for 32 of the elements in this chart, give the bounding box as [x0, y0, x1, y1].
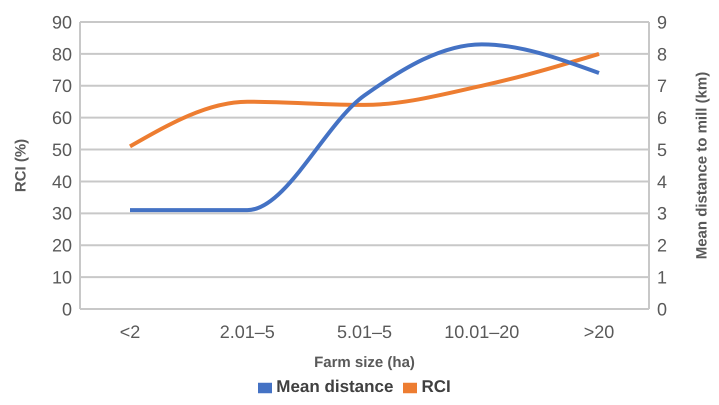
line-series — [128, 42, 601, 212]
x-tick-label: 10.01–20 — [444, 322, 520, 342]
y-tick-label: 50 — [52, 140, 72, 160]
y-tick-label: 0 — [62, 299, 72, 320]
x-tick-label: >20 — [584, 322, 614, 342]
y2-axis-title: Mean distance to mill (km) — [693, 72, 710, 260]
y-tick-label: 30 — [52, 204, 72, 224]
y-tick-label: 90 — [52, 12, 72, 32]
y2-tick-label: 2 — [657, 236, 668, 256]
legend-label: RCI — [421, 377, 451, 396]
x-tick-label: <2 — [120, 322, 140, 342]
legend-label: Mean distance — [276, 377, 394, 396]
y2-tick-label: 4 — [657, 172, 668, 192]
y-tick-label: 70 — [52, 76, 72, 96]
x-axis-title: Farm size (ha) — [314, 354, 415, 371]
y-tick-label: 10 — [52, 268, 72, 288]
y2-tick-label: 0 — [657, 299, 668, 320]
y2-tick-label: 8 — [657, 44, 668, 64]
y-tick-label: 20 — [52, 236, 72, 256]
y-axis-title: RCI (%) — [12, 138, 30, 192]
line-series — [128, 52, 601, 148]
y-tick-label: 80 — [52, 44, 72, 64]
x-tick-label: 2.01–5 — [220, 322, 275, 342]
y2-tick-label: 9 — [657, 12, 668, 32]
y2-tick-label: 3 — [657, 204, 668, 224]
y-tick-label: 40 — [52, 172, 72, 192]
y-tick-label: 60 — [52, 108, 72, 128]
y2-tick-label: 5 — [657, 140, 668, 160]
y2-tick-label: 7 — [657, 76, 668, 96]
y2-tick-label: 1 — [657, 268, 668, 288]
x-tick-label: 5.01–5 — [336, 322, 392, 342]
y2-tick-label: 6 — [657, 108, 668, 128]
